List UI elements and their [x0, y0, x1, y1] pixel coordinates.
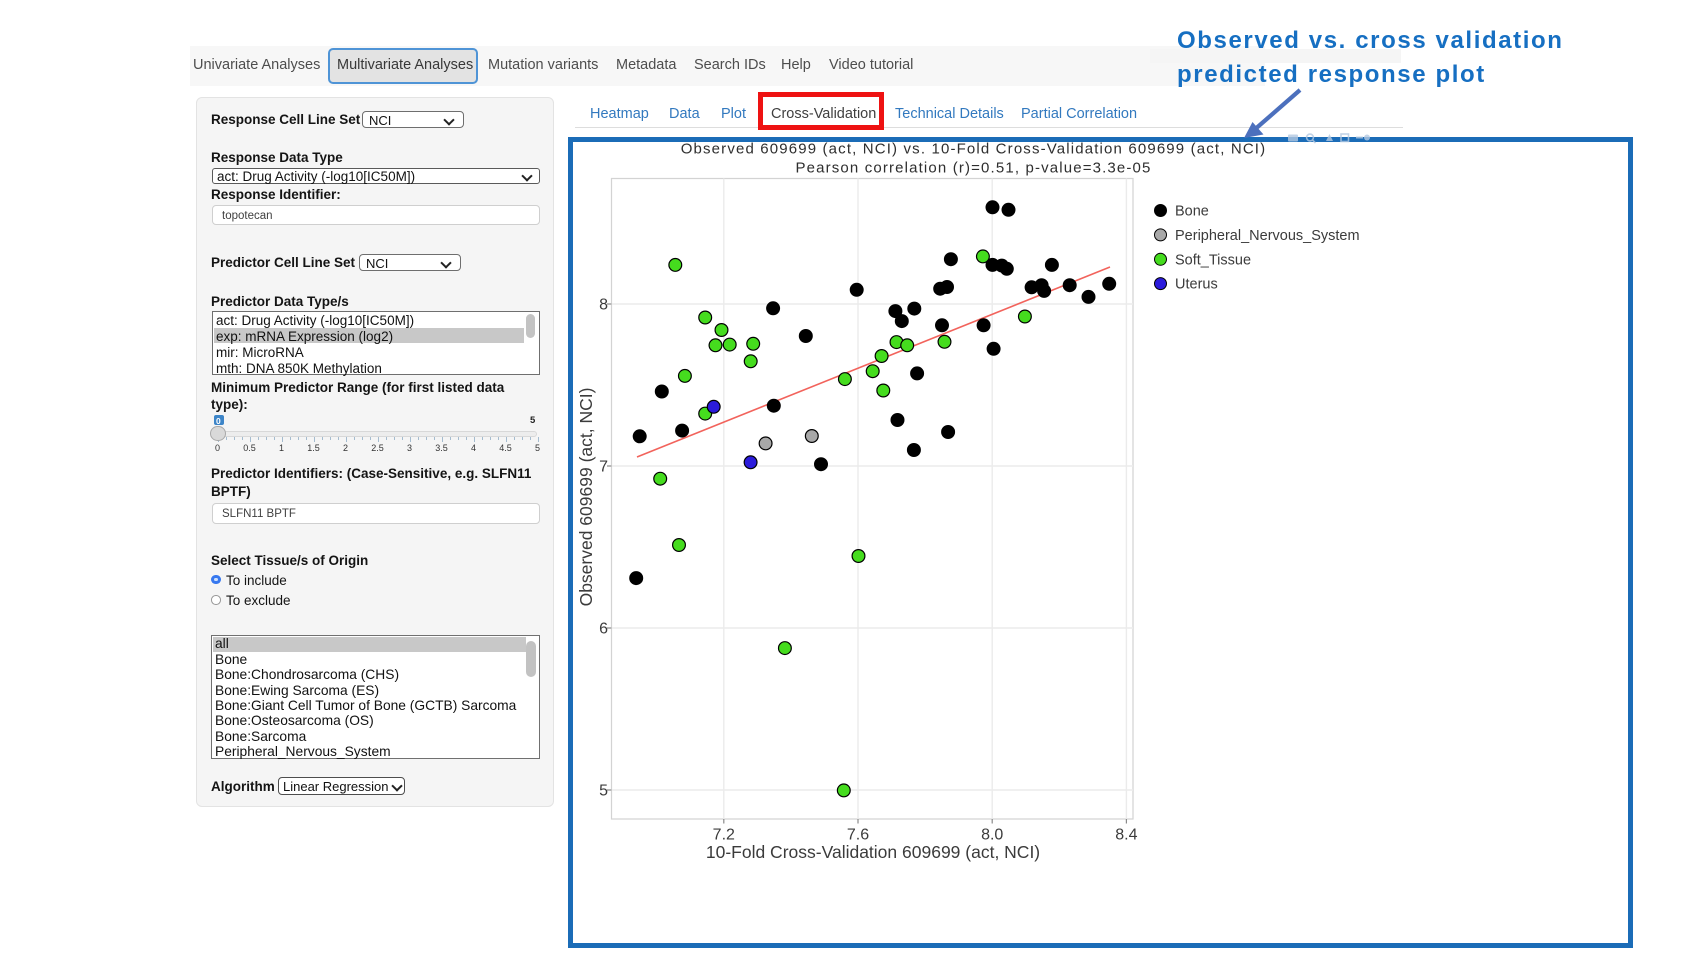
svg-text:Observed 609699 (act, NCI): Observed 609699 (act, NCI)	[576, 388, 596, 607]
svg-text:10-Fold Cross-Validation 60969: 10-Fold Cross-Validation 609699 (act, NC…	[706, 842, 1040, 862]
svg-text:7: 7	[599, 459, 608, 476]
svg-text:8.0: 8.0	[981, 827, 1003, 844]
svg-text:Observed 609699 (act, NCI) vs.: Observed 609699 (act, NCI) vs. 10-Fold C…	[681, 141, 1267, 158]
svg-text:Soft_Tissue: Soft_Tissue	[1175, 252, 1251, 268]
svg-text:Pearson correlation (r)=0.51,: Pearson correlation (r)=0.51, p-value=3.…	[795, 159, 1151, 176]
svg-text:8: 8	[599, 297, 608, 314]
svg-text:Peripheral_Nervous_System: Peripheral_Nervous_System	[1175, 228, 1360, 244]
svg-text:7.2: 7.2	[713, 827, 735, 844]
svg-text:Uterus: Uterus	[1175, 277, 1218, 293]
svg-text:Bone: Bone	[1175, 204, 1209, 220]
svg-text:6: 6	[599, 621, 608, 638]
svg-text:5: 5	[599, 783, 608, 800]
svg-text:8.4: 8.4	[1115, 827, 1137, 844]
svg-text:7.6: 7.6	[847, 827, 869, 844]
